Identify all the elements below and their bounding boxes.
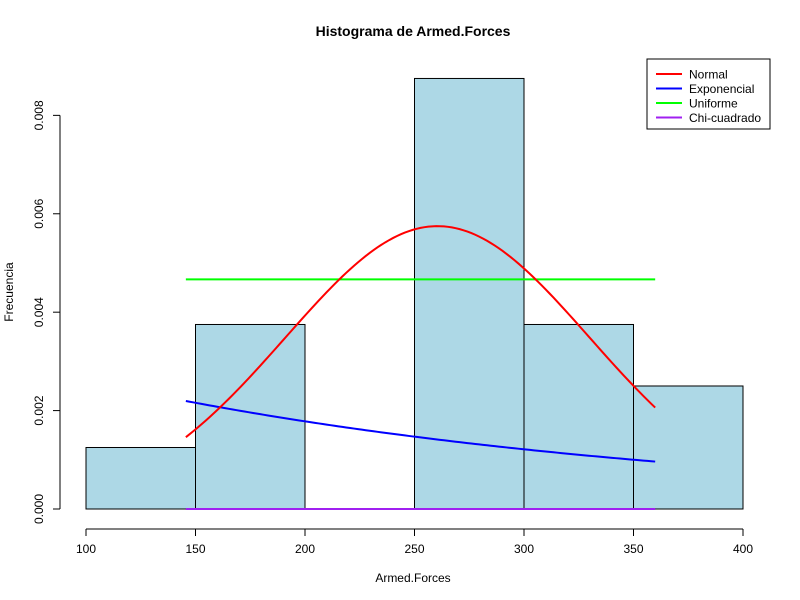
legend-label-normal: Normal bbox=[689, 68, 728, 82]
x-tick-label-100: 100 bbox=[76, 542, 96, 556]
x-axis-label: Armed.Forces bbox=[375, 571, 450, 585]
x-axis: 100 150 200 250 300 350 400 bbox=[76, 528, 753, 556]
x-tick-label-350: 350 bbox=[623, 542, 643, 556]
x-tick-label-150: 150 bbox=[185, 542, 205, 556]
legend-label-chisq: Chi-cuadrado bbox=[689, 111, 761, 125]
density-curves bbox=[185, 225, 656, 510]
y-tick-label-2: 0.004 bbox=[32, 297, 46, 327]
legend-label-uniform: Uniforme bbox=[689, 97, 738, 111]
histogram-bar-3 bbox=[414, 77, 525, 510]
y-tick-label-1: 0.002 bbox=[32, 395, 46, 425]
histogram-bar-4 bbox=[523, 323, 634, 510]
y-tick-label-0: 0.000 bbox=[32, 494, 46, 524]
x-tick-label-300: 300 bbox=[514, 542, 534, 556]
legend-label-exponential: Exponencial bbox=[689, 82, 754, 96]
y-axis: 0.000 0.002 0.004 0.006 0.008 bbox=[32, 100, 61, 524]
y-axis-label: Frecuencia bbox=[2, 262, 16, 322]
curve-exponential bbox=[185, 399, 656, 463]
x-tick-label-400: 400 bbox=[733, 542, 753, 556]
y-tick-label-4: 0.008 bbox=[32, 100, 46, 130]
y-tick-label-3: 0.006 bbox=[32, 198, 46, 228]
chart-title: Histograma de Armed.Forces bbox=[316, 23, 511, 39]
histogram-bars bbox=[85, 77, 744, 510]
histogram-bar-5 bbox=[633, 385, 744, 510]
histogram-bar-0 bbox=[85, 446, 196, 510]
x-tick-label-250: 250 bbox=[404, 542, 424, 556]
x-tick-label-200: 200 bbox=[295, 542, 315, 556]
histogram-bar-1 bbox=[195, 323, 306, 510]
curve-normal bbox=[185, 225, 656, 438]
